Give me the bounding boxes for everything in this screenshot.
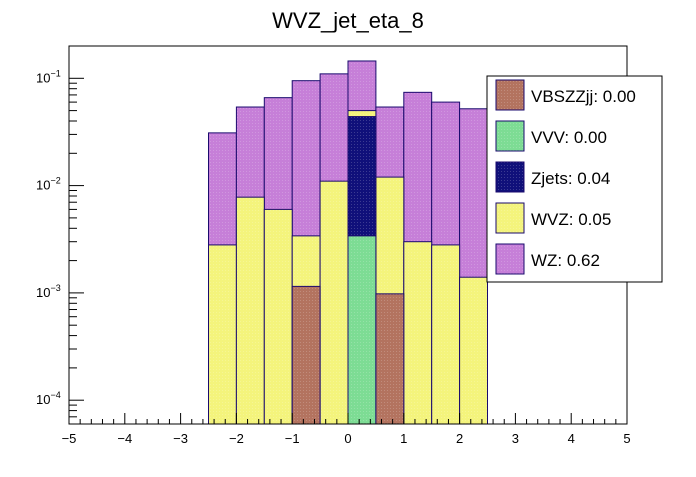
x-tick-label: 0: [344, 431, 351, 446]
bar-wvz-0: [208, 244, 237, 425]
legend-label-zjets: Zjets: 0.04: [531, 169, 610, 188]
x-tick-label: −2: [229, 431, 244, 446]
bar-wvz-9: [459, 276, 489, 425]
bar-vbszzjj-6: [375, 293, 405, 425]
x-axis: −5 −4 −3 −2 −1 0 1 2 3 4 5: [62, 413, 631, 446]
legend-label-wvz: WVZ: 0.05: [531, 210, 611, 229]
bar-wvz-7: [403, 241, 433, 425]
chart-title: WVZ_jet_eta_8: [272, 8, 424, 33]
legend-label-vbszzjj: VBSZZjj: 0.00: [531, 87, 636, 106]
legend-swatch-vbszzjj: [495, 79, 525, 111]
x-tick-label: 5: [623, 431, 630, 446]
bar-vbszzjj-3: [291, 285, 321, 425]
x-tick-label: 1: [400, 431, 407, 446]
legend-swatch-wvz: [495, 202, 525, 234]
y-tick-label: 10−3: [36, 283, 61, 300]
y-tick-label: 10−1: [36, 68, 61, 85]
legend-label-vvv: VVV: 0.00: [531, 128, 607, 147]
y-axis: 10−4 10−3 10−2 10−1: [36, 45, 84, 425]
x-tick-label: −3: [173, 431, 188, 446]
histogram-bars: [208, 60, 489, 425]
legend-swatch-vvv: [495, 120, 525, 152]
bar-wvz-1: [235, 196, 265, 425]
x-tick-label: −1: [285, 431, 300, 446]
x-tick-label: 2: [456, 431, 463, 446]
legend-swatch-wz: [495, 243, 525, 275]
bar-wvz-2: [263, 208, 293, 425]
y-tick-label: 10−2: [36, 176, 61, 193]
x-tick-label: −4: [117, 431, 132, 446]
legend-swatch-zjets: [495, 161, 525, 193]
x-tick-label: −5: [62, 431, 77, 446]
y-tick-label: 10−4: [36, 390, 61, 407]
bar-vvv-5: [347, 235, 377, 425]
x-tick-label: 4: [568, 431, 575, 446]
legend: VBSZZjj: 0.00 VVV: 0.00 Zjets: 0.04 WVZ: 0.…: [486, 75, 663, 283]
x-tick-label: 3: [512, 431, 519, 446]
legend-label-wz: WZ: 0.62: [531, 251, 600, 270]
bar-wvz-4: [319, 180, 349, 425]
bar-wvz-8: [431, 244, 461, 425]
